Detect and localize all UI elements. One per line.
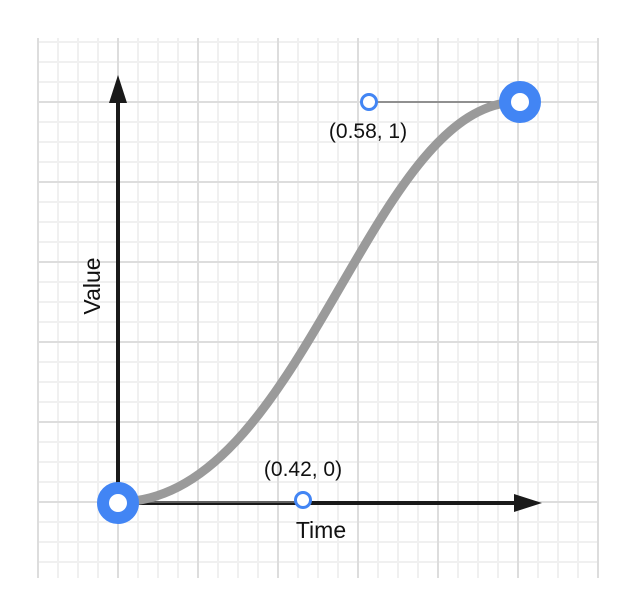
control-point-1-label: (0.42, 0): [264, 458, 342, 481]
y-axis-label: Value: [79, 257, 105, 314]
end-point[interactable]: [499, 81, 541, 123]
control-point-2[interactable]: [360, 93, 378, 111]
start-point[interactable]: [97, 482, 139, 524]
control-point-2-label: (0.58, 1): [329, 120, 407, 143]
grid: [37, 38, 599, 578]
x-axis-label: Time: [296, 517, 346, 543]
easing-curve: [117, 97, 519, 507]
x-axis-arrow-icon: [514, 494, 542, 512]
control-point-1[interactable]: [294, 491, 312, 509]
y-axis-arrow-icon: [109, 75, 127, 103]
